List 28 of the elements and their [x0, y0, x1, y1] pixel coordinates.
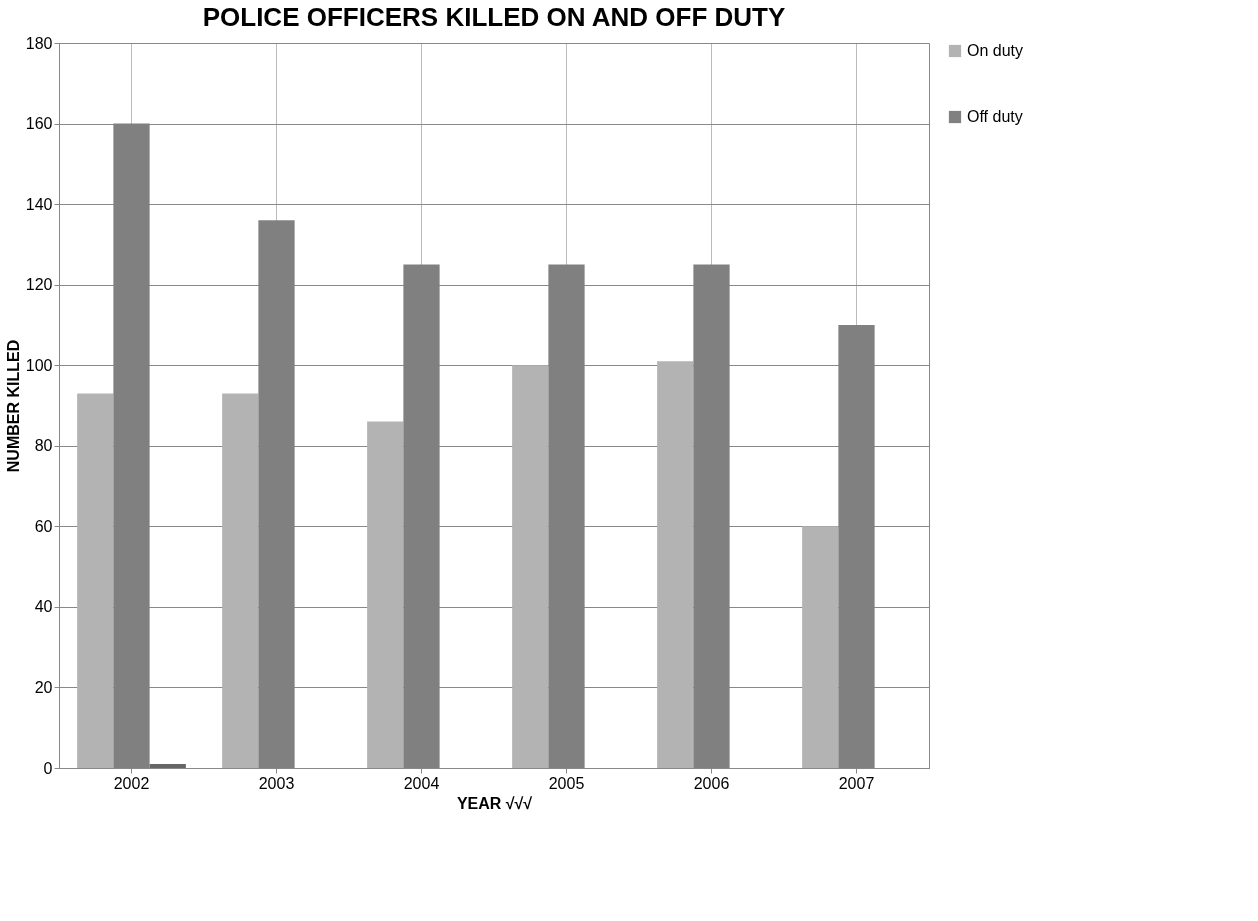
bar	[657, 361, 694, 768]
bar	[149, 763, 186, 768]
y-axis-title: NUMBER KILLED	[4, 339, 22, 473]
y-tick-label: 20	[34, 678, 53, 696]
y-tick-label: 140	[25, 195, 53, 213]
y-tick-label: 180	[25, 34, 53, 52]
chart-title: POLICE OFFICERS KILLED ON AND OFF DUTY	[202, 2, 786, 32]
y-tick-label: 80	[34, 437, 53, 455]
x-tick-label: 2003	[258, 774, 295, 792]
x-tick-label: 2007	[838, 774, 875, 792]
y-tick-label: 120	[25, 276, 53, 294]
bar	[367, 421, 404, 768]
bar	[77, 393, 114, 768]
y-tick-label: 0	[43, 759, 53, 777]
x-tick-label: 2004	[403, 774, 440, 792]
x-tick-label: 2005	[548, 774, 585, 792]
y-tick-label: 100	[25, 356, 53, 374]
bar	[802, 526, 839, 768]
x-tick-label: 2006	[693, 774, 730, 792]
x-tick-label: 2002	[113, 774, 150, 792]
y-tick-label: 160	[25, 115, 53, 133]
legend-label: Off duty	[967, 108, 1023, 125]
legend-label: On duty	[967, 42, 1024, 59]
bar	[512, 365, 549, 768]
x-axis-title: YEAR √√√	[456, 794, 533, 812]
bar	[222, 393, 259, 768]
y-tick-label: 40	[34, 598, 53, 616]
y-tick-label: 60	[34, 517, 53, 535]
